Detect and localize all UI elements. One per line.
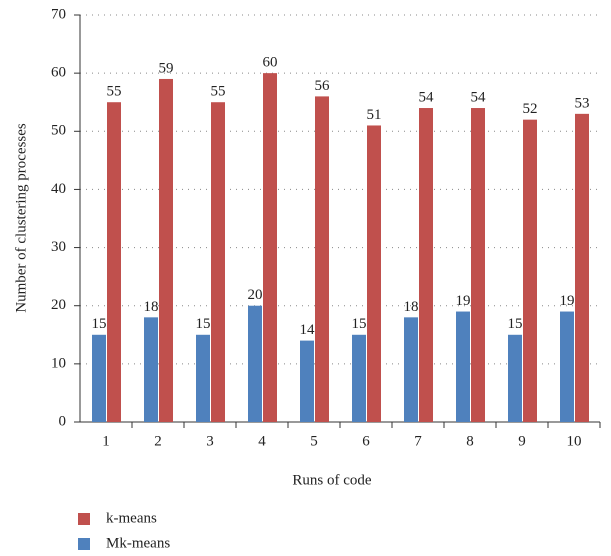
bar (315, 96, 329, 423)
legend-swatch (78, 513, 90, 525)
value-label: 15 (196, 316, 211, 332)
value-label: 14 (300, 322, 316, 338)
bar (300, 340, 314, 422)
x-tick-label: 5 (310, 433, 318, 449)
legend-label: k-means (106, 510, 157, 526)
bar (523, 119, 537, 423)
value-label: 18 (144, 299, 159, 315)
value-label: 18 (404, 299, 419, 315)
value-label: 53 (575, 95, 590, 111)
value-label: 20 (248, 287, 263, 303)
y-tick-label: 10 (51, 355, 66, 371)
bar (508, 334, 522, 422)
value-label: 55 (107, 84, 122, 100)
value-label: 60 (263, 55, 278, 71)
value-label: 52 (523, 101, 538, 117)
value-label: 56 (315, 78, 331, 94)
bar (575, 113, 589, 422)
y-tick-label: 50 (51, 123, 66, 139)
x-tick-label: 1 (102, 433, 110, 449)
bar (144, 317, 158, 422)
bar (248, 305, 262, 422)
bar (352, 334, 366, 422)
bar (367, 125, 381, 422)
value-label: 51 (367, 107, 382, 123)
y-tick-label: 30 (51, 239, 66, 255)
x-tick-label: 7 (414, 433, 422, 449)
y-tick-label: 20 (51, 297, 66, 313)
value-label: 15 (352, 316, 367, 332)
bar (107, 102, 121, 422)
bar (196, 334, 210, 422)
bar (211, 102, 225, 422)
value-label: 19 (456, 293, 471, 309)
x-tick-label: 3 (206, 433, 214, 449)
value-label: 59 (159, 60, 174, 76)
value-label: 15 (92, 316, 107, 332)
bar (404, 317, 418, 422)
y-axis-title: Number of clustering processes (13, 123, 29, 313)
value-label: 54 (471, 89, 487, 105)
bar (263, 73, 277, 423)
x-tick-label: 9 (518, 433, 526, 449)
x-tick-label: 8 (466, 433, 474, 449)
y-tick-label: 40 (51, 181, 66, 197)
value-label: 15 (508, 316, 523, 332)
bar (92, 334, 106, 422)
x-tick-label: 6 (362, 433, 370, 449)
x-tick-label: 4 (258, 433, 266, 449)
legend-label: Mk-means (106, 535, 170, 551)
bar (456, 311, 470, 422)
bar (419, 108, 433, 423)
y-tick-label: 0 (59, 413, 67, 429)
bar (471, 108, 485, 423)
y-tick-label: 70 (51, 6, 66, 22)
value-label: 19 (560, 293, 575, 309)
value-label: 54 (419, 89, 435, 105)
bar (159, 78, 173, 422)
bar (560, 311, 574, 422)
x-tick-label: 10 (567, 433, 582, 449)
legend-swatch (78, 538, 90, 550)
x-tick-label: 2 (154, 433, 162, 449)
x-axis-title: Runs of code (292, 472, 371, 488)
value-label: 55 (211, 84, 226, 100)
y-tick-label: 60 (51, 65, 66, 81)
